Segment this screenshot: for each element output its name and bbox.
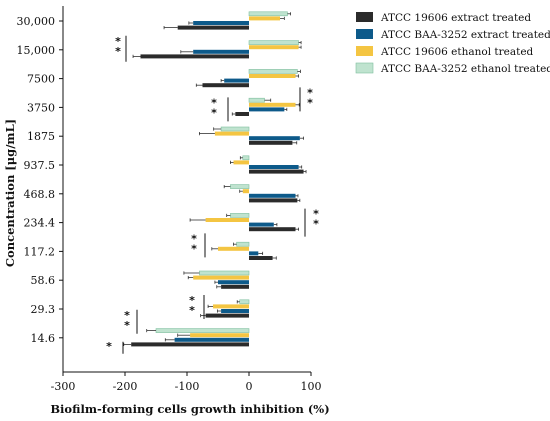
errors-layer	[123, 12, 307, 346]
significance-marker: *	[189, 304, 195, 317]
bar-atcc-baa-3252-extract-treated-1875	[249, 136, 300, 141]
x-tick-label: 0	[246, 380, 253, 393]
y-tick-label: 234.4	[24, 217, 56, 230]
bar-atcc-baa-3252-extract-treated-4688	[249, 193, 296, 198]
significance-marker: *	[307, 96, 313, 109]
y-tick-label: 14.6	[31, 332, 56, 345]
x-axis-title: Biofilm-forming cells growth inhibition …	[50, 402, 329, 416]
axes-layer: 30,000 15,000 7500 3750 1875 937.5 468.8 234.4 1…	[17, 6, 322, 393]
significance-marker: *	[124, 309, 130, 322]
x-tick-label: 100	[301, 380, 322, 393]
bar-atcc-19606-extract-treated-1172	[249, 256, 273, 260]
y-tick-label: 3750	[27, 101, 55, 114]
bar-atcc-19606-ethanol-treated-9375	[233, 160, 249, 165]
significance-marker: *	[313, 208, 319, 221]
bar-atcc-19606-ethanol-treated-3750	[249, 102, 296, 107]
legend-swatch	[356, 29, 373, 39]
y-tick-label: 1875	[27, 130, 55, 143]
significance-marker: *	[115, 45, 121, 58]
significance-marker: *	[211, 96, 217, 109]
y-tick-label: 58.6	[31, 274, 56, 287]
y-tick-label: 30,000	[17, 15, 56, 28]
bar-atcc-19606-ethanol-treated-146	[190, 333, 249, 338]
significance-marker: *	[313, 218, 319, 231]
bar-atcc-19606-extract-treated-9375	[249, 169, 304, 174]
bar-atcc-baa-3252-extract-treated-1172	[249, 251, 259, 256]
bar-atcc-baa-3252-extract-treated-30000	[193, 21, 249, 25]
y-axis-title: Concentration [μg/mL]	[3, 119, 17, 267]
sig-layer: ***************	[106, 35, 319, 354]
legend-label: ATCC 19606 ethanol treated	[380, 46, 534, 58]
bar-atcc-19606-extract-treated-293	[205, 313, 249, 318]
bar-atcc-baa-3252-ethanol-treated-146	[155, 328, 250, 333]
x-tick-label: -200	[113, 380, 138, 393]
bar-atcc-19606-extract-treated-30000	[177, 25, 249, 30]
y-tick-label: 7500	[27, 73, 55, 86]
bar-atcc-baa-3252-ethanol-treated-15000	[248, 40, 299, 45]
significance-marker: *	[106, 340, 112, 353]
bar-atcc-19606-ethanol-treated-1875	[214, 131, 249, 136]
bar-atcc-19606-extract-treated-7500	[202, 83, 249, 88]
bar-atcc-19606-ethanol-treated-293	[213, 304, 249, 309]
bar-atcc-19606-ethanol-treated-4688	[242, 189, 249, 194]
y-tick-label: 468.8	[24, 188, 56, 201]
bar-atcc-19606-extract-treated-2344	[249, 227, 296, 232]
legend-swatch	[355, 62, 374, 74]
bar-atcc-baa-3252-ethanol-treated-1172	[236, 241, 250, 247]
bar-atcc-19606-ethanol-treated-1172	[218, 246, 249, 251]
bar-atcc-baa-3252-extract-treated-7500	[224, 78, 249, 83]
bar-atcc-baa-3252-ethanol-treated-7500	[248, 69, 298, 74]
bars-layer	[131, 11, 304, 347]
legend-label: ATCC BAA-3252 extract treated	[380, 29, 550, 41]
bar-atcc-19606-extract-treated-1875	[249, 140, 293, 145]
bar-atcc-baa-3252-ethanol-treated-30000	[248, 11, 288, 17]
significance-marker: *	[307, 86, 313, 99]
y-tick-label: 937.5	[24, 159, 56, 172]
y-tick-label: 117.2	[24, 245, 56, 258]
legend-label: ATCC BAA-3252 ethanol treated	[380, 63, 550, 75]
significance-marker: *	[211, 106, 217, 119]
bar-atcc-19606-ethanol-treated-2344	[205, 218, 249, 222]
bar-atcc-19606-ethanol-treated-586	[193, 275, 249, 280]
bar-atcc-19606-extract-treated-586	[221, 284, 249, 289]
bar-atcc-19606-extract-treated-4688	[249, 198, 298, 203]
bar-atcc-baa-3252-extract-treated-15000	[193, 49, 249, 54]
bar-atcc-baa-3252-ethanol-treated-4688	[230, 184, 250, 189]
legend-swatch	[356, 12, 373, 22]
legend-label: ATCC 19606 extract treated	[380, 12, 531, 24]
y-tick-label: 15,000	[17, 44, 56, 57]
x-tick-label: -300	[51, 380, 76, 393]
bar-atcc-19606-ethanol-treated-7500	[249, 74, 296, 78]
bar-atcc-baa-3252-ethanol-treated-293	[239, 299, 250, 305]
bar-atcc-19606-extract-treated-15000	[140, 54, 249, 59]
bar-atcc-baa-3252-extract-treated-586	[218, 280, 249, 285]
bar-atcc-baa-3252-ethanol-treated-2344	[230, 213, 250, 218]
bar-atcc-baa-3252-extract-treated-3750	[249, 107, 285, 112]
bar-atcc-baa-3252-ethanol-treated-1875	[220, 126, 250, 132]
legend-swatch	[356, 46, 373, 56]
bar-atcc-baa-3252-extract-treated-293	[221, 309, 249, 313]
y-tick-label: 29.3	[31, 303, 56, 316]
bar-atcc-baa-3252-extract-treated-9375	[249, 165, 299, 169]
bar-atcc-baa-3252-extract-treated-146	[174, 337, 249, 342]
x-tick-label: -100	[175, 380, 200, 393]
bar-atcc-baa-3252-ethanol-treated-9375	[242, 155, 250, 161]
bar-atcc-baa-3252-ethanol-treated-586	[199, 270, 250, 276]
significance-marker: *	[191, 232, 197, 245]
bar-atcc-19606-ethanol-treated-15000	[249, 45, 299, 50]
significance-marker: *	[115, 35, 121, 48]
bar-atcc-19606-extract-treated-146	[131, 342, 249, 347]
bar-atcc-baa-3252-ethanol-treated-3750	[248, 97, 265, 103]
legend: ATCC 19606 extract treated ATCC BAA-3252 …	[355, 12, 550, 75]
bar-atcc-baa-3252-extract-treated-2344	[249, 222, 274, 227]
significance-marker: *	[189, 294, 195, 307]
bar-atcc-19606-ethanol-treated-30000	[249, 16, 280, 21]
significance-marker: *	[191, 242, 197, 255]
bar-atcc-19606-extract-treated-3750	[235, 112, 249, 116]
significance-marker: *	[124, 319, 130, 332]
